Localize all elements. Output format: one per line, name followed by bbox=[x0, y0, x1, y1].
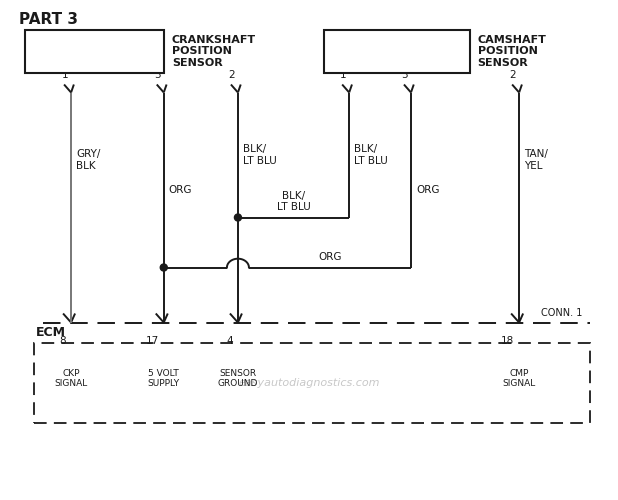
Text: BLK/
LT BLU: BLK/ LT BLU bbox=[354, 144, 388, 166]
Text: 4: 4 bbox=[226, 336, 233, 346]
Text: ORG: ORG bbox=[169, 185, 192, 195]
Text: 17: 17 bbox=[145, 336, 159, 346]
Text: CKP
SIGNAL: CKP SIGNAL bbox=[54, 369, 88, 388]
Text: ORG: ORG bbox=[416, 185, 439, 195]
Bar bbox=[34, 342, 590, 422]
Text: 2: 2 bbox=[228, 70, 235, 81]
Text: easyautodiagnostics.com: easyautodiagnostics.com bbox=[239, 378, 379, 388]
Text: 3: 3 bbox=[401, 70, 408, 81]
Text: 3: 3 bbox=[154, 70, 161, 81]
Text: 2: 2 bbox=[509, 70, 516, 81]
Text: SENSOR
GROUND: SENSOR GROUND bbox=[218, 369, 258, 388]
Text: 8: 8 bbox=[59, 336, 66, 346]
Text: 1: 1 bbox=[339, 70, 346, 81]
Text: BLK/
LT BLU: BLK/ LT BLU bbox=[277, 191, 310, 212]
Bar bbox=[324, 30, 470, 72]
Text: ORG: ORG bbox=[318, 252, 342, 262]
Bar bbox=[25, 30, 164, 72]
Circle shape bbox=[234, 214, 242, 221]
Text: ECM: ECM bbox=[36, 326, 66, 338]
Text: 1: 1 bbox=[61, 70, 68, 81]
Text: BLK/
LT BLU: BLK/ LT BLU bbox=[243, 144, 277, 166]
Text: CRANKSHAFT
POSITION
SENSOR: CRANKSHAFT POSITION SENSOR bbox=[172, 34, 256, 68]
Text: CAMSHAFT
POSITION
SENSOR: CAMSHAFT POSITION SENSOR bbox=[478, 34, 546, 68]
Text: CMP
SIGNAL: CMP SIGNAL bbox=[502, 369, 536, 388]
Text: PART 3: PART 3 bbox=[19, 12, 77, 28]
Text: GRY/
BLK: GRY/ BLK bbox=[76, 149, 101, 171]
Text: 18: 18 bbox=[501, 336, 514, 346]
Text: TAN/
YEL: TAN/ YEL bbox=[524, 149, 548, 171]
Text: CONN. 1: CONN. 1 bbox=[541, 308, 582, 318]
Circle shape bbox=[160, 264, 167, 271]
Text: 5 VOLT
SUPPLY: 5 VOLT SUPPLY bbox=[148, 369, 180, 388]
